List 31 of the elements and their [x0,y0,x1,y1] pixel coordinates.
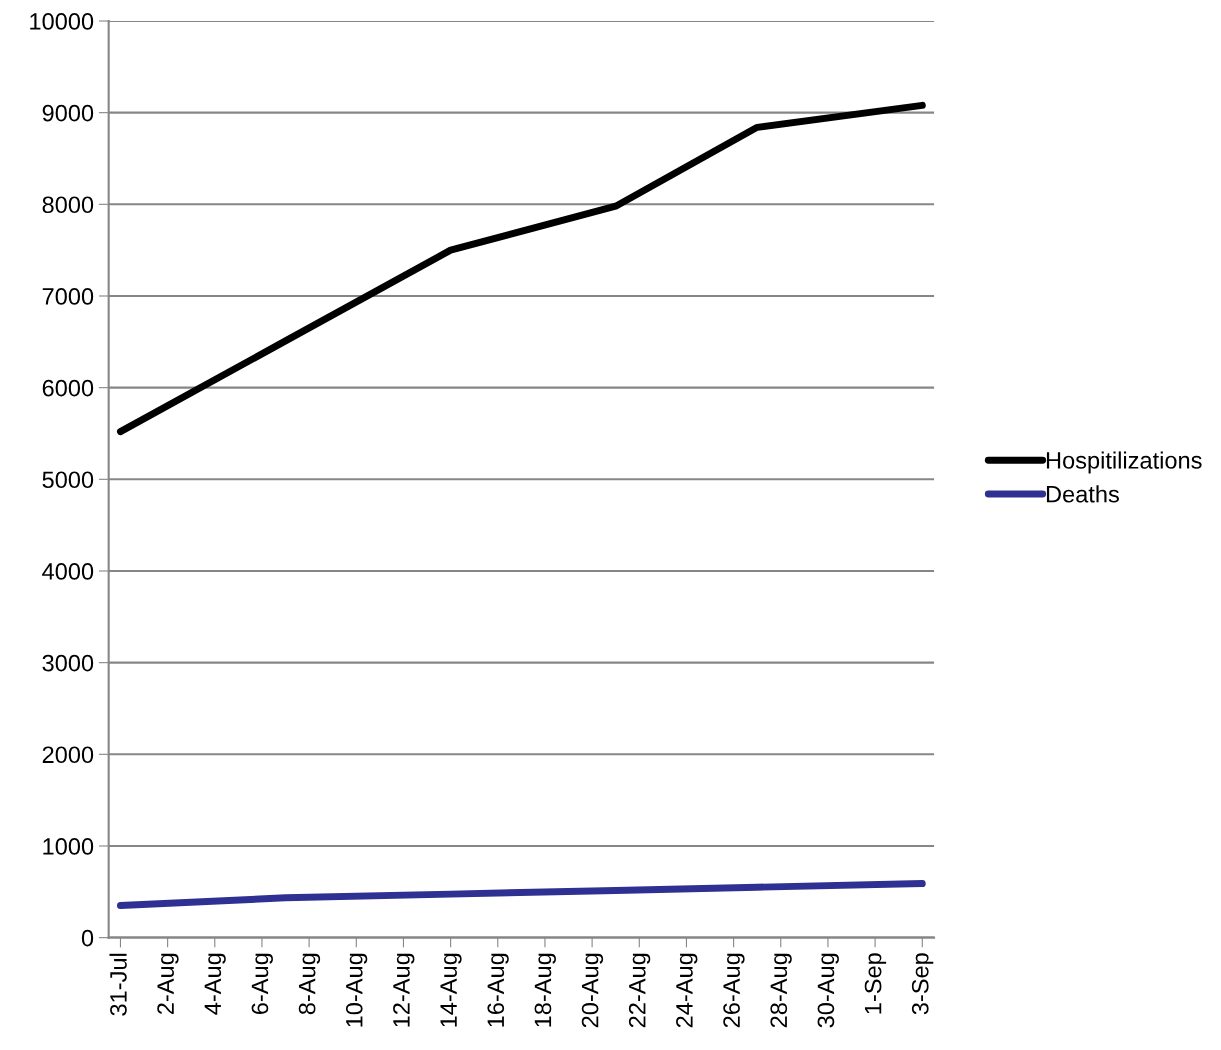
y-tick-label: 6000 [42,379,94,397]
x-tick-label: 3-Sep [911,953,934,1015]
y-tick-label: 10000 [30,13,94,30]
x-tick-label: 30-Aug [817,953,839,1028]
x-tick-label: 16-Aug [487,953,509,1027]
x-tick-label: 18-Aug [534,953,556,1027]
legend-label: Deaths [1046,485,1119,503]
y-tick-label: 3000 [42,654,94,672]
y-tick-label: 7000 [42,288,94,305]
y-tick-label: 9000 [42,104,94,122]
x-tick-label: 1-Sep [864,953,887,1014]
x-tick-label: 8-Aug [298,953,321,1015]
x-tick-label: 4-Aug [204,953,226,1015]
x-tick-label: 24-Aug [676,953,698,1028]
legend-label: Hospitilizations [1046,451,1202,474]
x-tick-label: 10-Aug [345,953,368,1027]
x-tick-label: 22-Aug [628,953,651,1028]
y-tick-label: 2000 [42,746,94,764]
x-tick-label: 14-Aug [440,953,462,1027]
x-tick-label: 26-Aug [723,953,745,1028]
y-tick-label: 1000 [43,838,94,855]
x-tick-label: 31-Jul [109,953,127,1016]
x-tick-label: 6-Aug [251,953,273,1015]
y-tick-label: 4000 [42,563,94,580]
x-tick-label: 20-Aug [581,953,604,1028]
y-tick-label: 8000 [42,196,94,214]
x-tick-label: 2-Aug [157,953,179,1015]
x-tick-label: 12-Aug [393,953,415,1027]
y-tick-label: 0 [81,929,94,947]
x-tick-label: 28-Aug [770,953,792,1028]
y-tick-label: 5000 [42,471,94,489]
